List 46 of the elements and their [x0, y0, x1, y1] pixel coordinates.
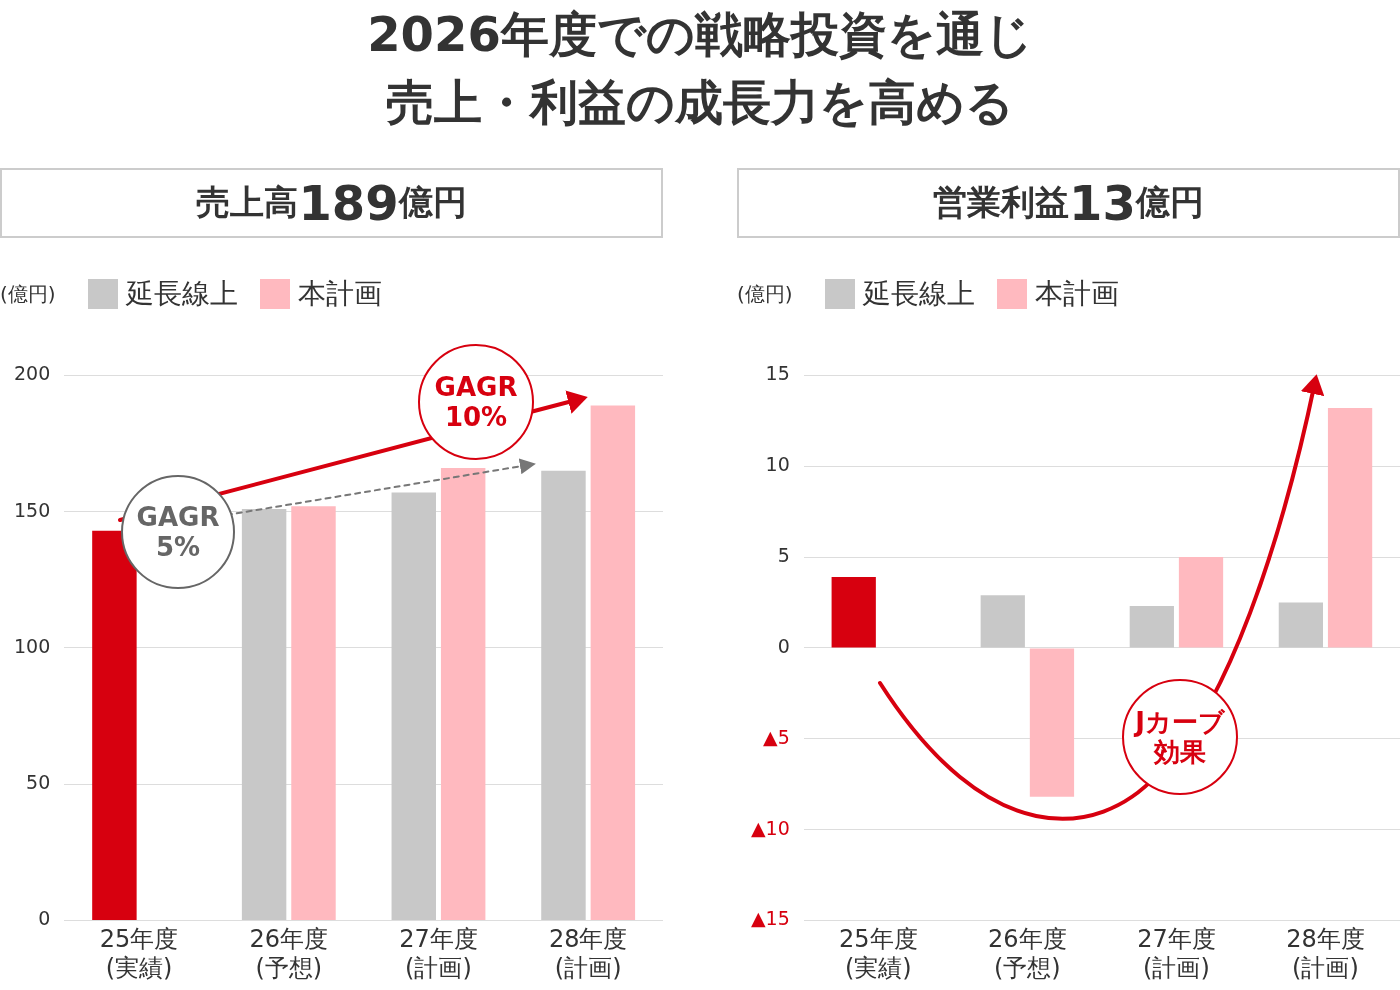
y-tick-label: 5	[777, 544, 790, 566]
x-tick-label: 27年度 (計画)	[1137, 925, 1216, 982]
bar	[1129, 606, 1174, 648]
bar	[291, 506, 336, 920]
chart-subtitle: 営業利益13億円	[933, 175, 1204, 231]
bar	[241, 508, 287, 920]
bar	[92, 530, 137, 920]
annotation: Jカーブ効果	[1132, 707, 1226, 767]
x-tick-label: 26年度 (予想)	[249, 925, 329, 982]
x-tick-label: 27年度 (計画)	[399, 925, 478, 982]
y-tick-label: 50	[26, 771, 51, 794]
annotation: GAGR 10%	[433, 372, 519, 432]
bar	[541, 470, 586, 920]
bar	[1029, 648, 1075, 797]
y-tick-label: 100	[14, 634, 51, 657]
y-tick-label: 150	[14, 498, 51, 521]
legend-label: 本計画	[297, 276, 382, 312]
y-tick-label: 0	[38, 907, 51, 930]
bar	[831, 577, 876, 648]
y-axis-title: (億円)	[0, 280, 56, 308]
legend-label: 本計画	[1034, 276, 1119, 312]
bar	[391, 492, 437, 920]
y-tick-label: ▲15	[750, 907, 790, 930]
bar	[1178, 557, 1224, 648]
bar	[440, 468, 486, 920]
y-tick-label: 0	[777, 634, 790, 657]
bar	[1278, 602, 1324, 648]
y-tick-label: ▲10	[750, 816, 790, 839]
y-tick-label: 200	[14, 362, 51, 385]
chart-subtitle: 売上高189億円	[196, 175, 467, 231]
y-axis-title: (億円)	[737, 280, 793, 308]
chart-title: 2026年度での戦略投資を通じ売上・利益の成長力を高める	[366, 5, 1034, 132]
bar	[980, 595, 1025, 648]
y-tick-label: 15	[765, 362, 790, 385]
legend-label: 延長線上	[862, 276, 975, 312]
bar	[590, 405, 636, 920]
x-tick-label: 28年度 (計画)	[1286, 925, 1365, 982]
annotation: GAGR 5%	[135, 502, 221, 562]
x-tick-label: 25年度 (実績)	[99, 925, 179, 982]
x-tick-label: 28年度 (計画)	[548, 925, 628, 982]
x-tick-label: 25年度 (実績)	[839, 925, 918, 982]
legend-label: 延長線上	[125, 276, 238, 312]
y-tick-label: ▲5	[763, 725, 790, 748]
x-tick-label: 26年度 (予想)	[988, 925, 1067, 982]
bar	[1327, 408, 1373, 648]
y-tick-label: 10	[765, 453, 790, 476]
